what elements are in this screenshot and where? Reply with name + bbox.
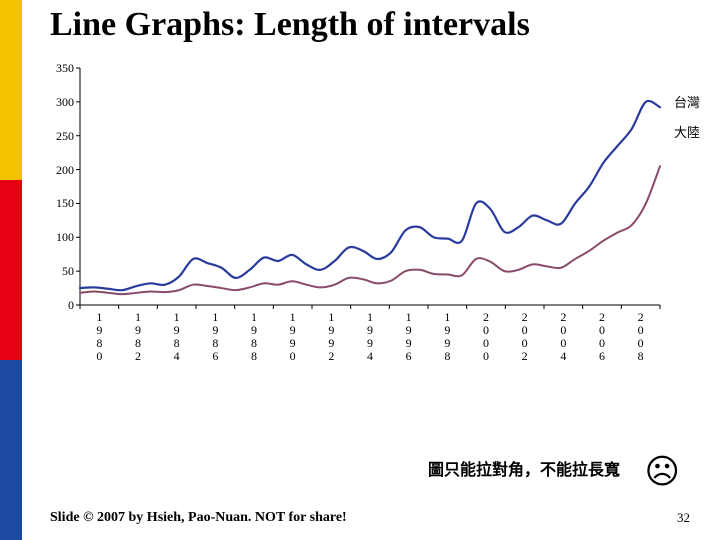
- y-tick-label: 100: [46, 230, 74, 245]
- x-tick-label: 1990: [283, 311, 303, 363]
- y-tick-label: 300: [46, 95, 74, 110]
- y-tick-label: 350: [46, 61, 74, 76]
- y-tick-label: 250: [46, 129, 74, 144]
- x-tick-label: 2000: [476, 311, 496, 363]
- x-tick-label: 1988: [244, 311, 264, 363]
- legend-item-taiwan: 台灣: [674, 92, 700, 111]
- slide-sidebar: [0, 0, 22, 540]
- x-tick-label: 1998: [437, 311, 457, 363]
- x-tick-label: 1994: [360, 311, 380, 363]
- sad-face-icon: ☹: [645, 452, 680, 492]
- sidebar-stripe-red: [0, 180, 22, 360]
- y-tick-label: 200: [46, 163, 74, 178]
- x-tick-label: 2008: [631, 311, 651, 363]
- x-tick-label: 1986: [205, 311, 225, 363]
- legend-item-mainland: 大陸: [674, 122, 700, 141]
- y-tick-label: 50: [46, 264, 74, 279]
- sidebar-stripe-blue: [0, 360, 22, 540]
- x-tick-label: 2004: [553, 311, 573, 363]
- caption-text: 圖只能拉對角，不能拉長寬: [428, 456, 620, 480]
- x-tick-label: 1980: [89, 311, 109, 363]
- footer-text: Slide © 2007 by Hsieh, Pao-Nuan. NOT for…: [50, 510, 347, 526]
- sidebar-stripe-yellow: [0, 0, 22, 180]
- slide-title: Line Graphs: Length of intervals: [50, 6, 530, 44]
- line-chart: 1980 1982 1984 1986 1988 1990 1992 1994 1996 1998…: [40, 60, 680, 360]
- x-tick-label: 1992: [321, 311, 341, 363]
- x-tick-label: 1982: [128, 311, 148, 363]
- x-tick-label: 1996: [399, 311, 419, 363]
- x-tick-label: 1984: [167, 311, 187, 363]
- x-tick-label: 2006: [592, 311, 612, 363]
- y-tick-label: 0: [46, 298, 74, 313]
- page-number: 32: [677, 510, 690, 526]
- y-tick-label: 150: [46, 196, 74, 211]
- x-tick-label: 2002: [515, 311, 535, 363]
